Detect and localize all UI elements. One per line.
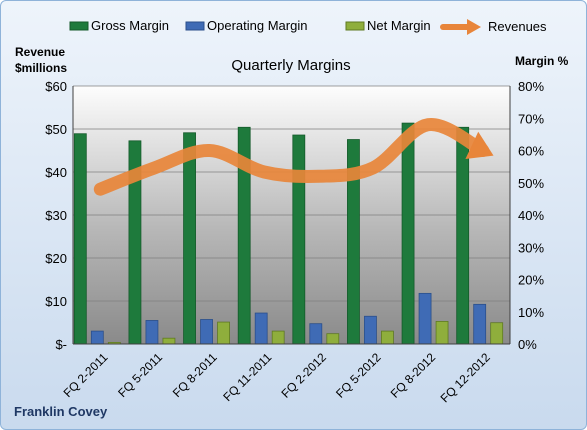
x-tick-label: FQ 5-2011 [115, 350, 165, 400]
bar-operating-margin [254, 312, 268, 345]
bar-gross-margin [401, 122, 415, 345]
left-tick-label: $20 [45, 251, 67, 266]
bar-gross-margin [292, 134, 306, 345]
bar-operating-margin [200, 319, 213, 345]
bars [73, 122, 504, 345]
revenue-line [93, 118, 494, 196]
right-tick-label: 50% [518, 176, 544, 191]
left-tick-label: $30 [45, 208, 67, 223]
revenue-line-path [93, 118, 490, 196]
x-tick-label: FQ 11-2011 [220, 350, 274, 404]
bar-operating-margin [145, 320, 159, 345]
x-tick-label: FQ 12-2012 [438, 350, 493, 405]
bar-operating-margin [90, 330, 104, 345]
legend-item-revenues: Revenues [440, 19, 547, 35]
legend-item-operating-margin: Operating Margin [185, 18, 307, 33]
revenue-arrowhead [465, 131, 494, 159]
left-axis-title-line1: Revenue [15, 45, 65, 59]
bar-operating-margin [473, 303, 487, 345]
legend-item-gross-margin: Gross Margin [69, 18, 169, 33]
bar-gross-margin [73, 133, 87, 345]
x-tick-label: FQ 2-2011 [61, 350, 111, 400]
bar-net-margin [381, 330, 394, 345]
x-tick-label: FQ 8-2012 [388, 350, 439, 401]
right-tick-label: 30% [518, 240, 544, 255]
left-tick-label: $50 [45, 122, 67, 137]
x-tick-label: FQ 5-2012 [333, 350, 384, 401]
right-tick-label: 60% [518, 144, 544, 159]
legend-label-net-margin: Net Margin [367, 18, 431, 33]
bar-net-margin [217, 321, 230, 345]
footer-label: Franklin Covey [14, 404, 108, 419]
bar-net-margin [490, 322, 504, 345]
right-tick-label: 40% [518, 208, 544, 223]
left-tick-label: $60 [45, 79, 67, 94]
left-tick-label: $10 [45, 294, 67, 309]
bar-net-margin [435, 321, 449, 345]
bar-operating-margin [309, 323, 323, 345]
right-axis-title: Margin % [515, 54, 569, 68]
bar-net-margin [162, 337, 176, 345]
legend: Gross Margin Operating Margin Net Margin… [69, 18, 547, 35]
bar-gross-margin [456, 126, 470, 345]
right-tick-label: 0% [518, 337, 537, 352]
legend-item-net-margin: Net Margin [345, 18, 431, 33]
legend-label-gross-margin: Gross Margin [91, 18, 169, 33]
right-tick-label: 70% [518, 111, 544, 126]
left-tick-label: $40 [45, 165, 67, 180]
bar-net-margin [326, 333, 340, 345]
chart-title: Quarterly Margins [231, 57, 350, 74]
bar-gross-margin [183, 132, 196, 345]
x-tick-label: FQ 2-2012 [278, 350, 329, 401]
legend-label-revenues: Revenues [488, 19, 547, 34]
right-tick-label: 10% [518, 305, 544, 320]
bar-operating-margin [364, 315, 377, 345]
right-tick-label: 80% [518, 79, 544, 94]
left-axis-title-line2: $millions [15, 61, 67, 75]
left-tick-label: $- [55, 337, 67, 352]
x-tick-label: FQ 8-2011 [170, 350, 220, 400]
right-tick-label: 20% [518, 273, 544, 288]
bar-net-margin [271, 330, 285, 345]
bar-operating-margin [418, 292, 432, 345]
legend-label-operating-margin: Operating Margin [207, 18, 307, 33]
